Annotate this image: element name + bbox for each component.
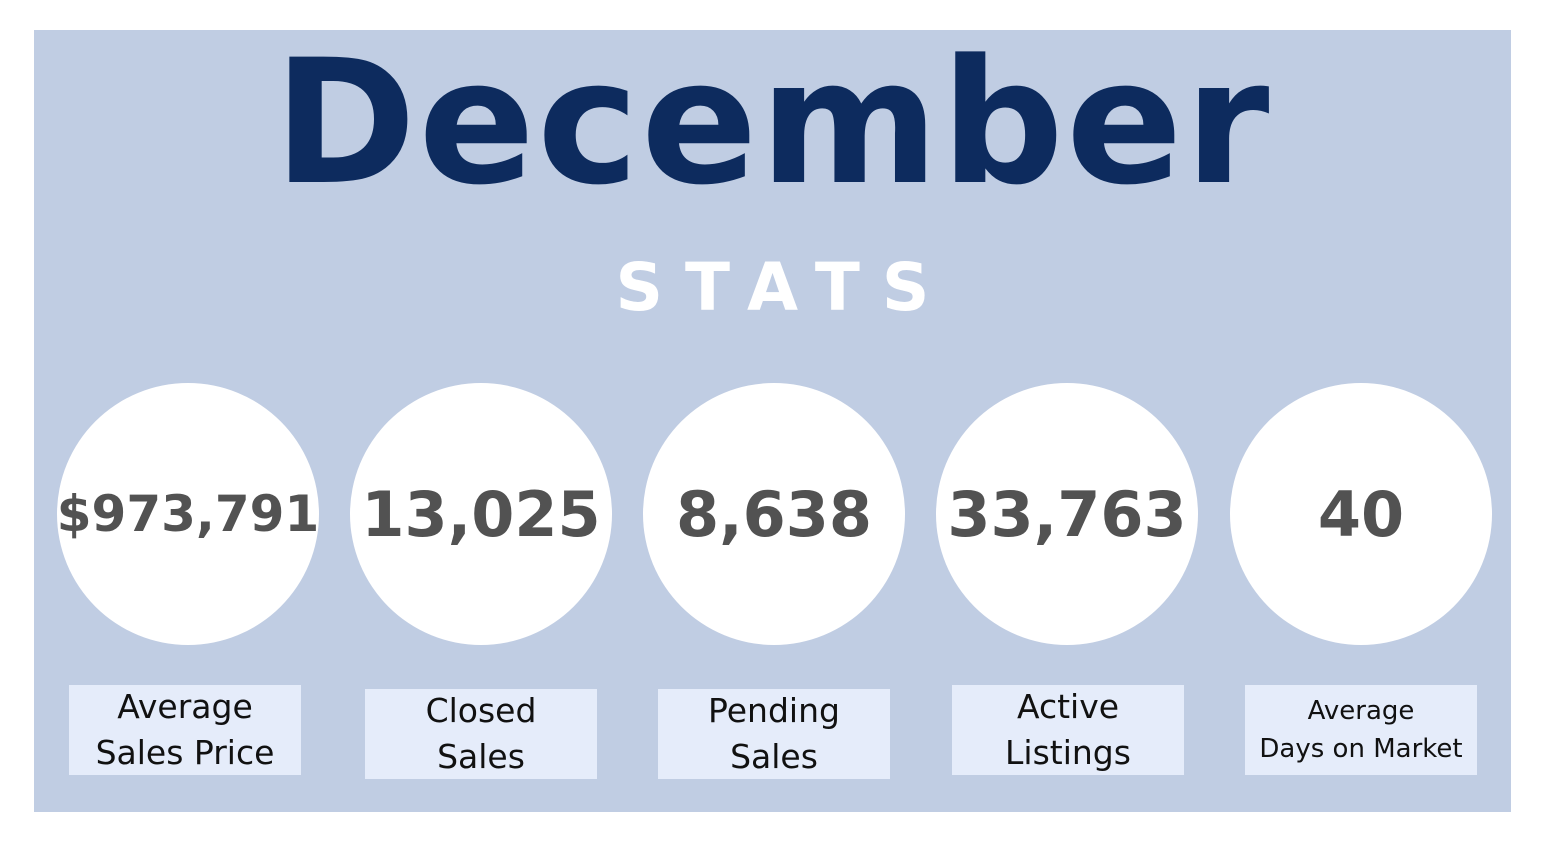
stat-value-active-listings: 33,763 <box>947 477 1187 551</box>
stat-label-active-listings: Active Listings <box>952 685 1184 775</box>
stat-label-closed-sales: Closed Sales <box>365 689 597 779</box>
page-title: December <box>273 22 1272 223</box>
stat-label-line: Pending <box>708 691 840 730</box>
stat-label-line: Days on Market <box>1259 734 1463 764</box>
stat-label-line: Active <box>1016 687 1120 726</box>
stat-circle-average-sales-price: $973,791 <box>57 383 319 645</box>
stat-value-average-sales-price: $973,791 <box>56 485 320 543</box>
stat-label-line: Closed <box>425 691 537 730</box>
stat-value-pending-sales: 8,638 <box>675 477 873 551</box>
page-subtitle: STATS <box>615 249 952 326</box>
stat-label-line: Average <box>117 687 253 726</box>
stat-value-average-days-on-market: 40 <box>1317 477 1405 551</box>
stat-label-line: Sales Price <box>95 733 275 772</box>
stat-value-closed-sales: 13,025 <box>361 477 601 551</box>
stat-circle-active-listings: 33,763 <box>936 383 1198 645</box>
stat-label-average-sales-price: Average Sales Price <box>69 685 301 775</box>
stat-circle-closed-sales: 13,025 <box>350 383 612 645</box>
stat-circle-pending-sales: 8,638 <box>643 383 905 645</box>
stat-label-line: Listings <box>1005 733 1131 772</box>
stat-label-average-days-on-market: Average Days on Market <box>1245 685 1477 775</box>
stat-circle-average-days-on-market: 40 <box>1230 383 1492 645</box>
stat-label-line: Sales <box>730 737 818 776</box>
stat-label-pending-sales: Pending Sales <box>658 689 890 779</box>
stat-label-line: Average <box>1307 696 1415 726</box>
stat-label-line: Sales <box>437 737 525 776</box>
